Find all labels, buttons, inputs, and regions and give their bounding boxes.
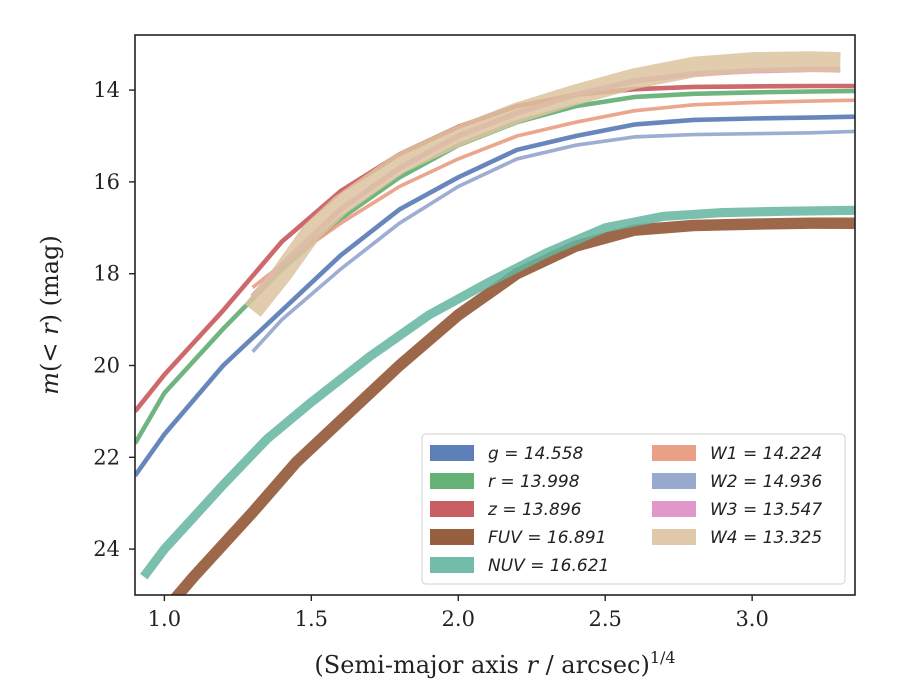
series-line [251, 98, 855, 289]
y-tick-label: 14 [93, 78, 120, 102]
legend-swatch [652, 501, 696, 517]
series-line [140, 205, 855, 580]
legend-frame [421, 433, 846, 585]
legend-label: r = 13.998 [488, 472, 580, 492]
legend-label: g = 14.558 [488, 444, 584, 464]
series-line [135, 114, 855, 478]
y-tick-label: 20 [93, 353, 120, 377]
legend-swatch [430, 557, 474, 573]
x-tick-label: 1.0 [148, 607, 181, 631]
x-axis-label: (Semi-major axis r / arcsec)1/4 [314, 648, 675, 679]
legend-swatch [430, 501, 474, 517]
legend-label: NUV = 16.621 [488, 556, 609, 576]
y-tick-label: 16 [93, 170, 120, 194]
legend-label: z = 13.896 [487, 500, 582, 520]
legend-label: W4 = 13.325 [710, 528, 822, 548]
legend-swatch [430, 445, 474, 461]
y-tick-label: 18 [93, 262, 120, 286]
series-line [244, 51, 841, 317]
x-tick-label: 2.5 [589, 607, 622, 631]
legend-label: FUV = 16.891 [488, 528, 606, 548]
legend-label: W3 = 13.547 [710, 500, 822, 520]
legend-swatch [652, 445, 696, 461]
y-axis-label: m(< r) (mag) [36, 235, 64, 395]
series-line [170, 217, 855, 595]
legend-swatch [430, 529, 474, 545]
legend-label: W1 = 14.224 [710, 444, 822, 464]
legend-label: W2 = 14.936 [710, 472, 822, 492]
plot-frame [134, 34, 856, 596]
legend-swatch [652, 529, 696, 545]
x-tick-label: 3.0 [735, 607, 768, 631]
series-layer [135, 51, 855, 595]
legend: g = 14.558 r = 13.998 z = 13.896 FUV = 16.8… [421, 433, 846, 585]
x-tick-label: 1.5 [295, 607, 328, 631]
legend-swatch [430, 473, 474, 489]
ticks-layer: 1.0 1.5 2.0 2.5 3.0 14 16 18 20 22 24 [93, 78, 769, 631]
y-tick-label: 22 [93, 445, 120, 469]
y-tick-label: 24 [93, 537, 120, 561]
series-line [251, 129, 855, 353]
legend-swatch [652, 473, 696, 489]
x-tick-label: 2.0 [442, 607, 475, 631]
